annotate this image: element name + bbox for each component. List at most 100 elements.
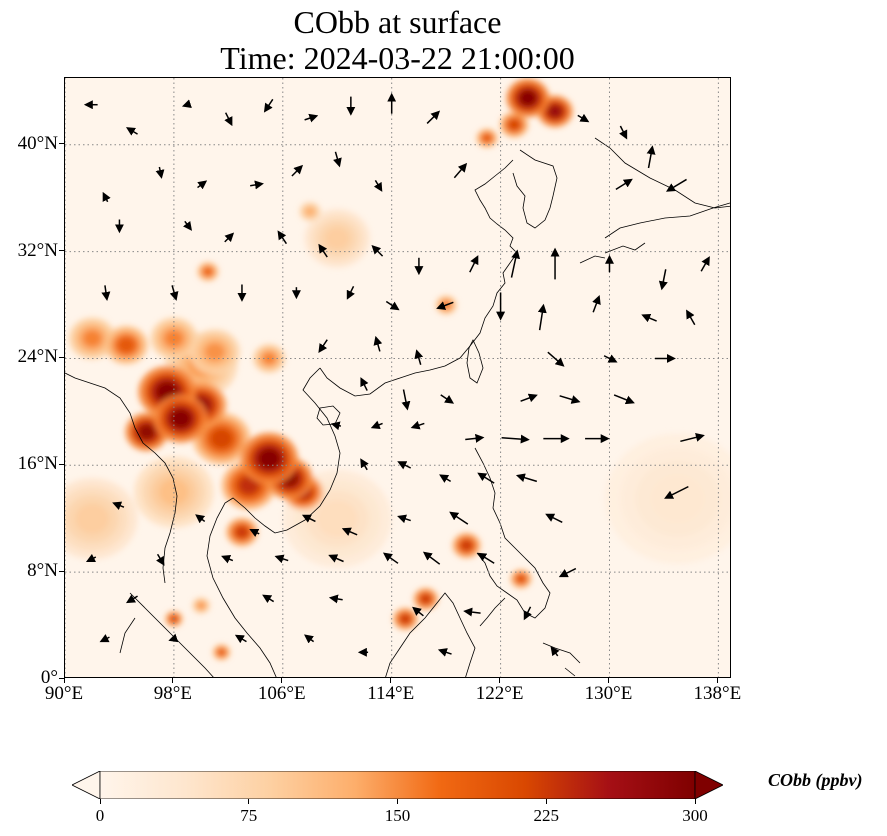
latitude-tick: [59, 463, 64, 465]
longitude-tick: [716, 678, 718, 683]
wind-arrow: [658, 269, 668, 291]
concentration-hotspot: [118, 337, 135, 353]
longitude-tick-label: 90°E: [44, 683, 84, 704]
latitude-tick-label: 24°N: [17, 346, 58, 368]
wind-arrow: [183, 220, 193, 231]
coastline-myanmar: [65, 372, 178, 584]
wind-arrow: [341, 527, 358, 536]
concentration-hotspot: [400, 614, 411, 624]
concentration-hotspot: [203, 267, 213, 276]
longitude-tick: [63, 678, 65, 683]
concentration-hotspot: [218, 649, 225, 656]
latitude-tick: [59, 677, 64, 679]
concentration-hotspot: [263, 352, 276, 364]
wind-arrow: [422, 551, 441, 565]
wind-arrow: [156, 553, 165, 566]
wind-arrow: [125, 127, 138, 136]
longitude-tick: [172, 678, 174, 683]
longitude-tick-label: 98°E: [153, 683, 192, 704]
map-canvas: [65, 78, 730, 677]
wind-arrow: [382, 552, 399, 564]
wind-arrow: [515, 473, 538, 483]
colorbar-high-extension: [694, 771, 723, 799]
concentration-hotspot: [138, 424, 155, 440]
latitude-tick: [59, 143, 64, 145]
coastline-borneo: [385, 592, 476, 677]
wind-arrow: [665, 178, 687, 192]
wind-arrow: [85, 553, 97, 562]
wind-arrow: [537, 303, 547, 331]
concentration-hotspot: [210, 428, 233, 449]
wind-arrow: [440, 394, 455, 404]
concentration-hotspot: [258, 448, 281, 469]
wind-arrow: [155, 166, 165, 179]
wind-arrow: [501, 434, 530, 444]
colorbar-tick-label: 0: [95, 806, 105, 825]
wind-arrow: [328, 594, 343, 604]
wind-arrow: [262, 594, 275, 604]
wind-arrow: [197, 180, 208, 190]
wind-arrow: [449, 511, 469, 525]
wind-arrow: [615, 178, 633, 190]
longitude-tick: [499, 678, 501, 683]
wind-arrow: [547, 351, 565, 367]
colorbar-title: CObb (ppbv): [768, 770, 863, 790]
wind-arrow: [641, 313, 657, 323]
wind-arrow: [469, 255, 479, 273]
colorbar-gradient: [99, 771, 696, 799]
wind-arrow: [224, 232, 235, 243]
wind-arrow: [263, 98, 274, 113]
wind-arrow: [397, 514, 411, 524]
colorbar: [72, 771, 723, 799]
wind-arrow: [318, 243, 328, 258]
wind-arrow: [250, 180, 264, 190]
wind-arrow: [646, 145, 656, 169]
wind-arrow: [619, 125, 628, 140]
wind-arrow: [328, 554, 344, 563]
colorbar-tick: [397, 799, 398, 804]
wind-arrow: [558, 567, 577, 578]
wind-arrow: [477, 552, 495, 564]
wind-arrow: [523, 606, 532, 621]
wind-arrow: [436, 301, 454, 310]
longitude-tick-label: 130°E: [584, 683, 633, 704]
wind-arrow: [301, 514, 316, 523]
wind-arrow: [410, 420, 425, 430]
coastline-korea: [512, 149, 558, 229]
latitude-tick: [59, 356, 64, 358]
wind-arrow: [664, 485, 689, 499]
wind-arrow: [373, 335, 383, 352]
coastline-taiwan: [466, 339, 484, 384]
wind-vectors: [83, 92, 710, 657]
wind-arrow: [304, 634, 315, 644]
colorbar-tick-label: 225: [533, 806, 560, 825]
plot-title: CObb at surface: [293, 4, 502, 40]
concentration-hotspot: [235, 526, 249, 538]
longitude-tick-label: 114°E: [367, 683, 415, 704]
concentration-hotspot: [75, 503, 110, 535]
colorbar-tick-label: 75: [240, 806, 258, 825]
wind-arrow: [453, 162, 468, 179]
longitude-tick: [607, 678, 609, 683]
coastline-philippines: [474, 447, 551, 627]
wind-arrow: [559, 395, 581, 404]
latitude-tick-label: 16°N: [17, 453, 58, 475]
wind-arrow: [426, 110, 441, 124]
wind-arrow: [700, 256, 710, 272]
wind-arrow: [224, 112, 233, 127]
wind-arrow: [102, 191, 111, 203]
wind-arrow: [112, 501, 125, 510]
longitude-tick-label: 106°E: [257, 683, 306, 704]
wind-arrow: [414, 349, 424, 365]
map-panel: [64, 77, 731, 678]
wind-arrow: [603, 354, 618, 363]
concentration-hotspot: [305, 207, 315, 216]
concentration-hotspot: [650, 474, 705, 524]
longitude-tick: [390, 678, 392, 683]
wind-arrow: [385, 300, 400, 311]
colorbar-tick-label: 300: [682, 806, 708, 825]
wind-arrow: [439, 474, 452, 483]
wind-arrow: [221, 555, 234, 564]
latitude-tick-label: 40°N: [17, 132, 58, 154]
concentration-hotspot: [508, 119, 520, 130]
